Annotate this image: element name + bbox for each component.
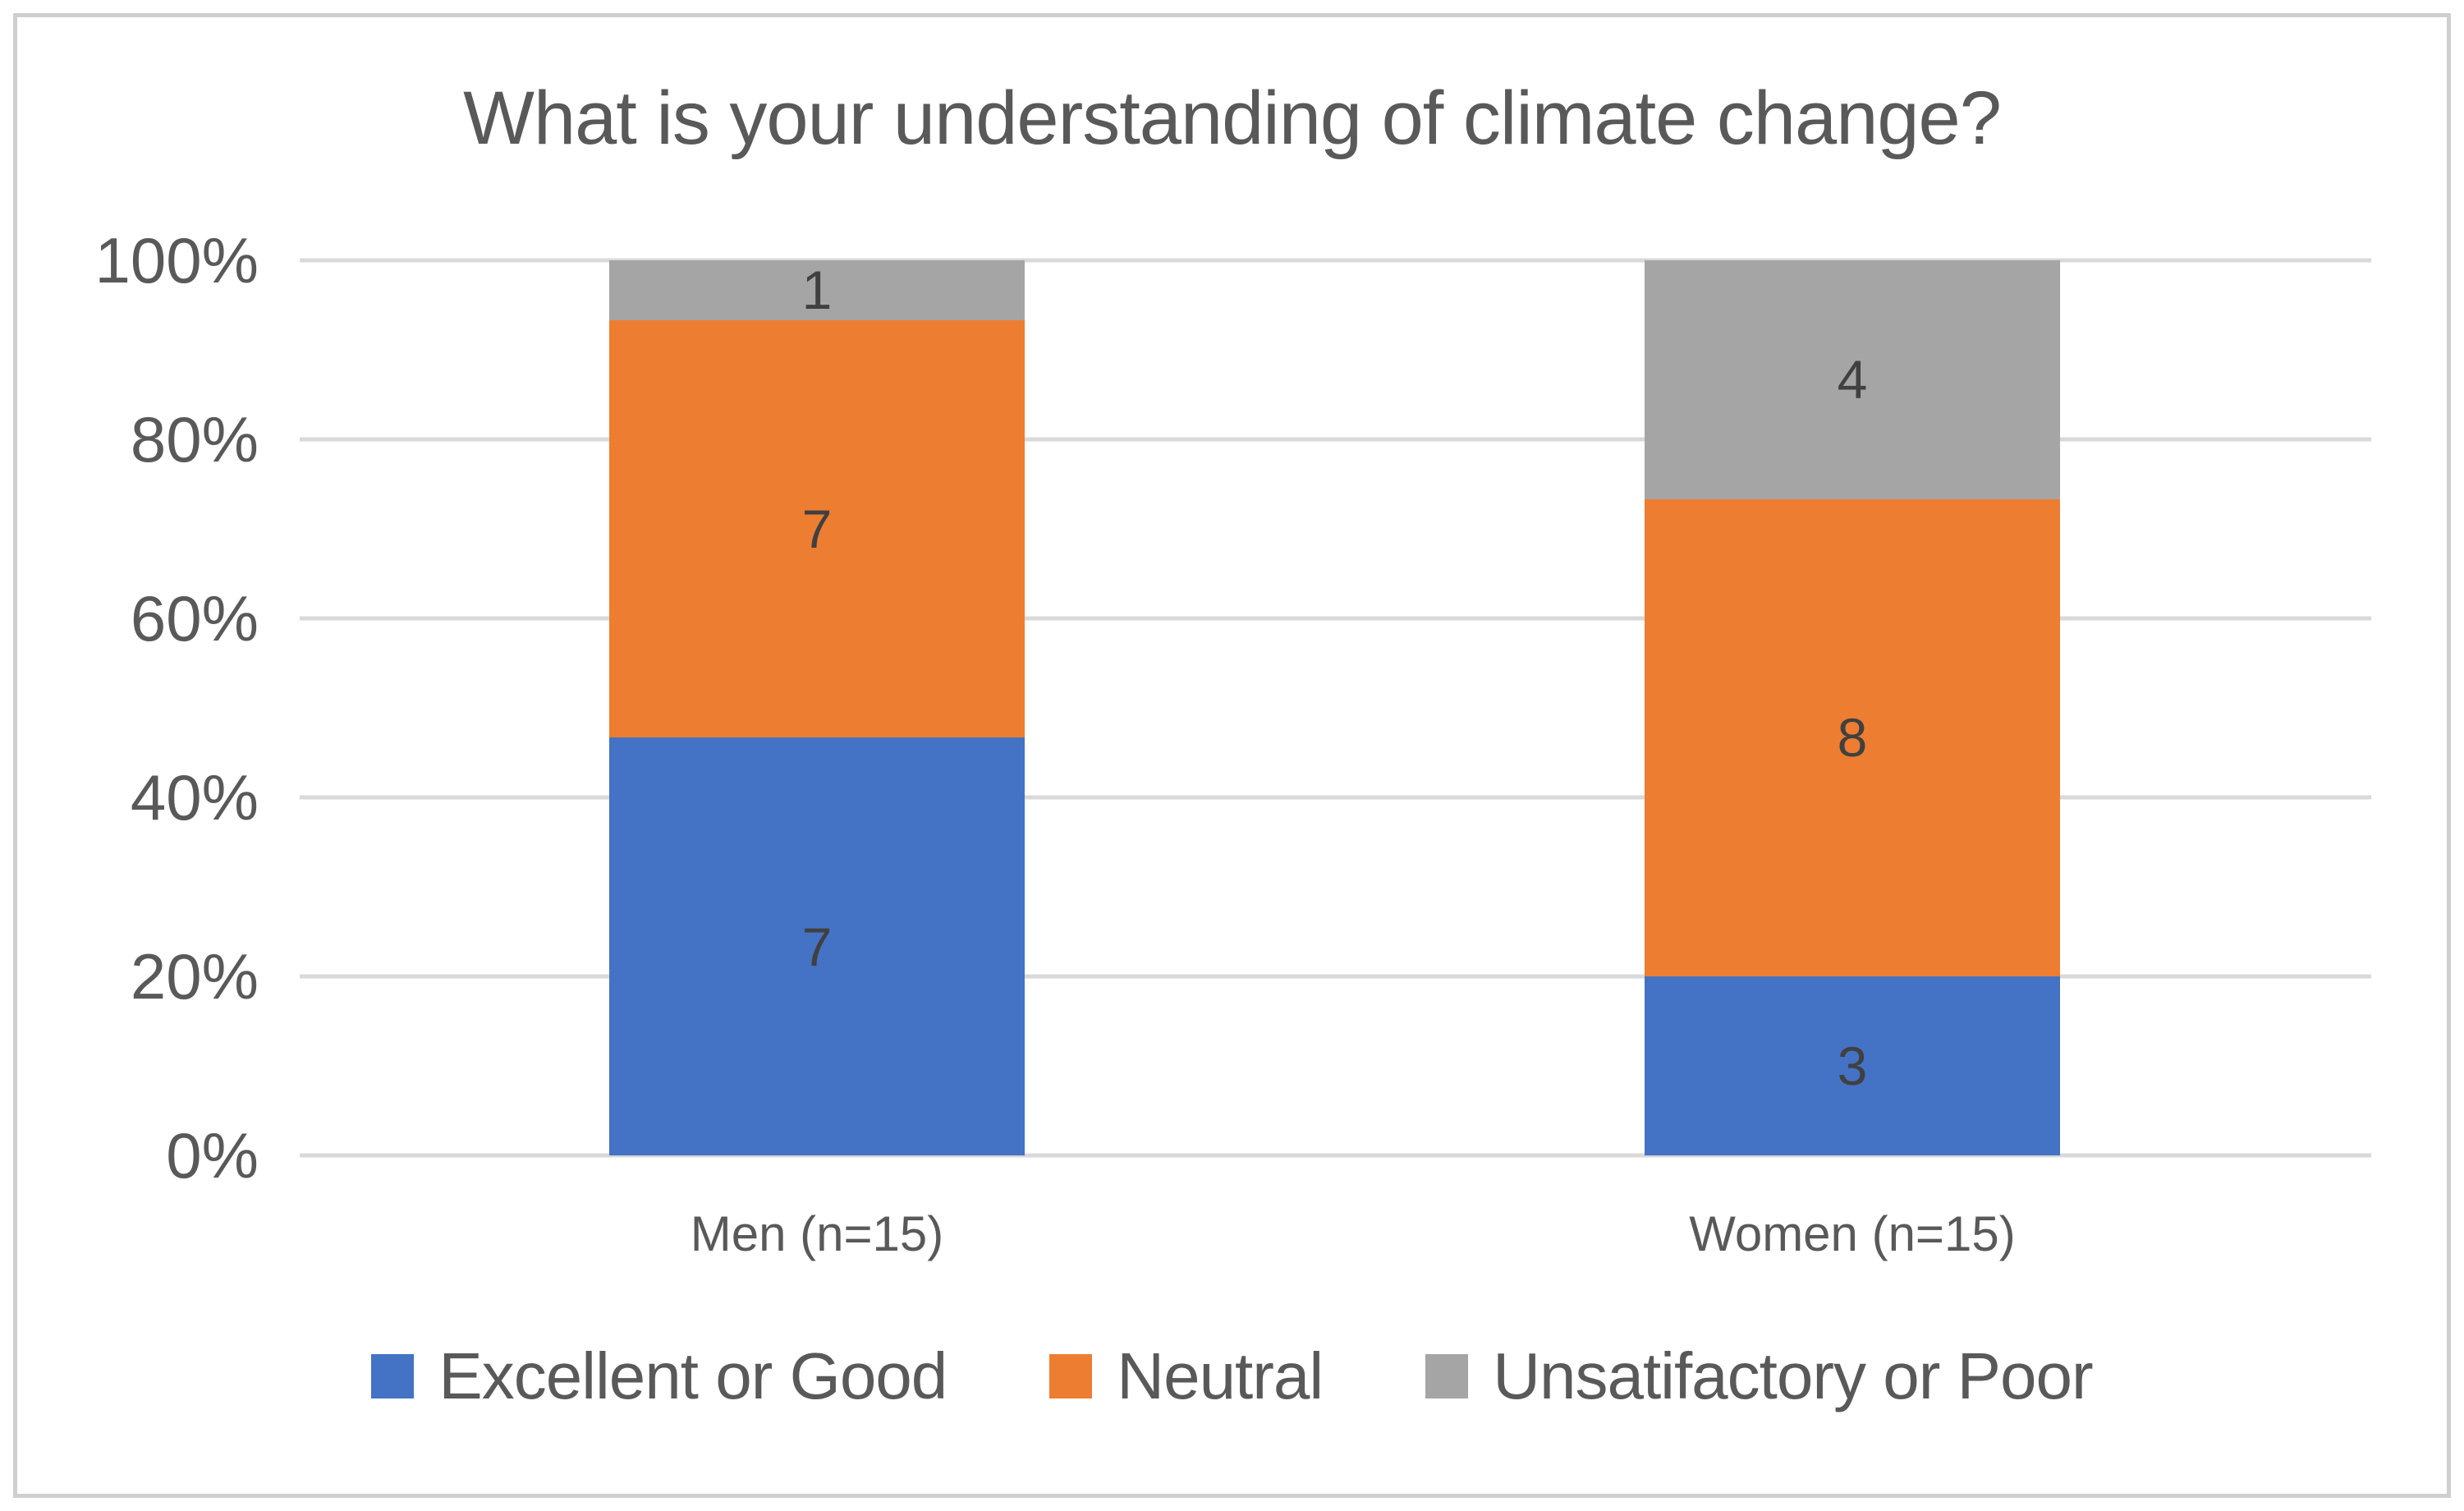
bar-men-n-15: 1 7 7 <box>609 260 1025 1155</box>
y-tick-label-60: 60% <box>130 582 259 654</box>
gridline-20 <box>300 974 2371 979</box>
gridline-0 <box>300 1153 2371 1158</box>
y-tick-label-40: 40% <box>130 761 259 834</box>
y-tick-label-20: 20% <box>130 940 259 1013</box>
legend-item-unsatifactory-or-poor: Unsatifactory or Poor <box>1425 1339 2094 1412</box>
y-axis: 0% 20% 40% 60% 80% 100% <box>0 228 259 1187</box>
bar-segment-excellent-or-good-men-n-15: 7 <box>609 737 1025 1155</box>
x-category-label-women-n-15: Women (n=15) <box>1689 1206 2016 1261</box>
data-label: 7 <box>801 498 833 559</box>
gridline-100 <box>300 258 2371 263</box>
gridline-60 <box>300 616 2371 621</box>
legend-label-unsatifactory-or-poor: Unsatifactory or Poor <box>1493 1339 2093 1412</box>
bar-segment-excellent-or-good-women-n-15: 3 <box>1645 976 2060 1155</box>
chart-title: What is your understanding of climate ch… <box>463 76 2002 160</box>
y-tick-label-100: 100% <box>94 224 259 296</box>
data-label: 7 <box>801 916 833 977</box>
data-label: 4 <box>1837 349 1868 411</box>
legend-label-neutral: Neutral <box>1117 1339 1324 1412</box>
legend-swatch-excellent-or-good <box>371 1354 415 1398</box>
legend-label-excellent-or-good: Excellent or Good <box>438 1339 948 1412</box>
bar-segment-unsatifactory-or-poor-women-n-15: 4 <box>1645 260 2060 499</box>
gridline-40 <box>300 795 2371 800</box>
y-tick-label-80: 80% <box>130 403 259 475</box>
bar-segment-neutral-women-n-15: 8 <box>1645 498 2060 976</box>
legend-item-excellent-or-good: Excellent or Good <box>371 1339 948 1412</box>
bar-segment-unsatifactory-or-poor-men-n-15: 1 <box>609 260 1025 320</box>
y-tick-label-0: 0% <box>166 1119 259 1192</box>
bar-women-n-15: 4 8 3 <box>1645 260 2060 1155</box>
data-label: 8 <box>1837 707 1868 769</box>
legend: Excellent or Good Neutral Unsatifactory or… <box>0 1343 2464 1409</box>
plot-area: 1 7 7 4 8 3 <box>300 258 2371 1158</box>
data-label: 1 <box>801 259 833 321</box>
legend-swatch-unsatifactory-or-poor <box>1425 1354 1469 1398</box>
legend-item-neutral: Neutral <box>1049 1339 1324 1412</box>
x-category-label-men-n-15: Men (n=15) <box>690 1206 944 1261</box>
data-label: 3 <box>1837 1035 1868 1096</box>
legend-swatch-neutral <box>1049 1354 1093 1398</box>
bar-segment-neutral-men-n-15: 7 <box>609 319 1025 738</box>
gridline-80 <box>300 437 2371 442</box>
x-axis: Men (n=15) Women (n=15) <box>300 1206 2371 1271</box>
